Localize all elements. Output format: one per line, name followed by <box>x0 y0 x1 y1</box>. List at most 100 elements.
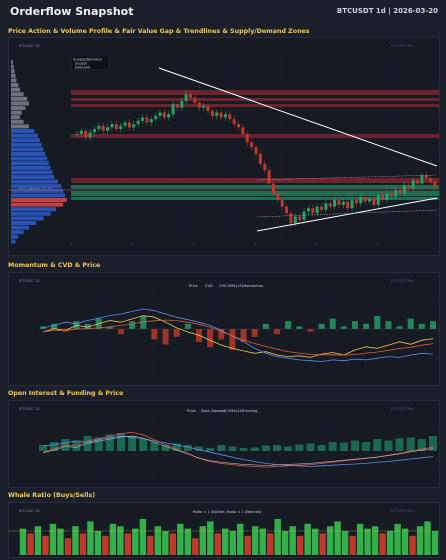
volume-profile-bar <box>11 230 24 235</box>
whale-bar <box>349 535 356 555</box>
momentum-bar <box>274 329 280 335</box>
volume-profile-bar <box>11 64 14 69</box>
momentum-bar <box>385 321 392 329</box>
volume-profile-bar <box>11 147 44 152</box>
whale-bar <box>364 528 371 555</box>
candle-body <box>420 175 424 184</box>
legend-momentum: Momentum <box>243 284 264 288</box>
funding-bar <box>373 439 382 451</box>
zone-band <box>71 98 439 101</box>
funding-bar <box>94 437 103 451</box>
whale-bar <box>192 538 199 555</box>
whale-bar <box>424 521 431 555</box>
funding-bar <box>429 436 437 451</box>
funding-bar <box>328 442 337 451</box>
momentum-bar <box>151 329 158 340</box>
whale-symbol: BTCUSDT 1D <box>19 509 40 513</box>
oi-panel: BTCUSDT 1D BTCUSDT.Rev. Price Spot (Swee… <box>8 400 440 488</box>
whale-bar <box>394 523 401 555</box>
candle-body <box>381 195 385 200</box>
candle-body <box>376 195 380 205</box>
momentum-bar <box>262 323 269 329</box>
price-chart: BTCUSDT 1D BTCUSDT.Rev. Supply/Demand Su… <box>9 44 439 246</box>
candle-body <box>424 175 428 179</box>
candle-body <box>154 115 158 120</box>
range-high-line <box>256 174 438 181</box>
candle-body <box>394 190 398 197</box>
volume-profile-bar <box>11 221 37 225</box>
candle-body <box>202 105 206 108</box>
candle-body <box>254 147 258 154</box>
volume-profile-bar <box>11 216 44 221</box>
zone-band <box>71 178 439 183</box>
candle-body <box>315 206 319 214</box>
whale-bar <box>154 526 162 555</box>
zone-band <box>71 185 439 189</box>
volume-profile-bar <box>11 239 16 244</box>
whale-bar <box>311 528 319 555</box>
candle-body <box>389 193 393 197</box>
volume-profile-bar <box>11 165 51 170</box>
whale-bar <box>207 521 214 555</box>
volume-profile-bar <box>11 78 17 83</box>
whale-bar <box>162 531 169 555</box>
candle-body <box>402 185 406 194</box>
legend-oi-sma: OI SMA(14) <box>223 409 244 413</box>
whale-bar <box>386 531 394 555</box>
candle-body <box>276 193 280 200</box>
volume-profile-bar <box>11 234 19 239</box>
momentum-bar <box>118 329 124 335</box>
volume-profile-bar <box>11 207 56 212</box>
momentum-bar <box>307 329 314 332</box>
whale-bar <box>57 528 64 555</box>
momentum-bar <box>140 316 147 329</box>
momentum-bar <box>173 329 180 337</box>
momentum-section-title: Momentum & CVD & Price <box>8 262 101 269</box>
candle-body <box>136 120 140 125</box>
whale-bar <box>147 535 154 555</box>
zone-band <box>71 197 439 200</box>
whale-bar <box>379 533 386 555</box>
candle-body <box>140 117 144 121</box>
candle-body <box>123 122 127 126</box>
whale-bar <box>252 526 259 555</box>
funding-bar <box>172 443 181 451</box>
whale-bar <box>289 526 296 555</box>
whale-bar <box>259 528 266 555</box>
whale-bar <box>169 533 177 555</box>
funding-bar <box>150 442 159 451</box>
candle-body <box>250 142 254 148</box>
volume-profile-bar <box>11 161 49 166</box>
whale-bar <box>72 526 79 555</box>
funding-bar <box>117 433 125 451</box>
whale-bar <box>132 528 139 555</box>
zone-band <box>71 90 439 95</box>
price-section-title: Price Action & Volume Profile & Fair Val… <box>8 28 310 35</box>
whale-bar <box>416 526 424 555</box>
symbol-date: BTCUSDT 1d | 2026-03-20 <box>336 7 438 15</box>
candle-body <box>333 200 337 207</box>
funding-bar <box>161 445 170 451</box>
candle-body <box>302 211 306 220</box>
volume-profile-bar <box>11 73 16 78</box>
candle-body <box>228 114 232 120</box>
volume-profile-bar <box>11 202 64 207</box>
volume-profile-bar <box>11 225 29 230</box>
volume-profile-bar <box>11 193 65 198</box>
candle-body <box>88 132 92 138</box>
whale-bar <box>42 535 49 555</box>
momentum-symbol: BTCUSDT 1D <box>19 279 40 283</box>
whale-bar <box>64 538 72 555</box>
trendline-support <box>256 197 438 232</box>
whale-bar <box>177 523 184 555</box>
momentum-bar <box>430 321 436 329</box>
volume-profile-bar <box>11 188 64 193</box>
candle-body <box>219 112 223 118</box>
funding-bar <box>128 436 137 451</box>
cvd-sma-line <box>42 319 434 356</box>
candle-body <box>341 201 345 205</box>
candle-body <box>167 114 171 118</box>
momentum-bar <box>374 316 381 329</box>
momentum-bar <box>296 326 303 329</box>
candle-body <box>293 216 297 224</box>
